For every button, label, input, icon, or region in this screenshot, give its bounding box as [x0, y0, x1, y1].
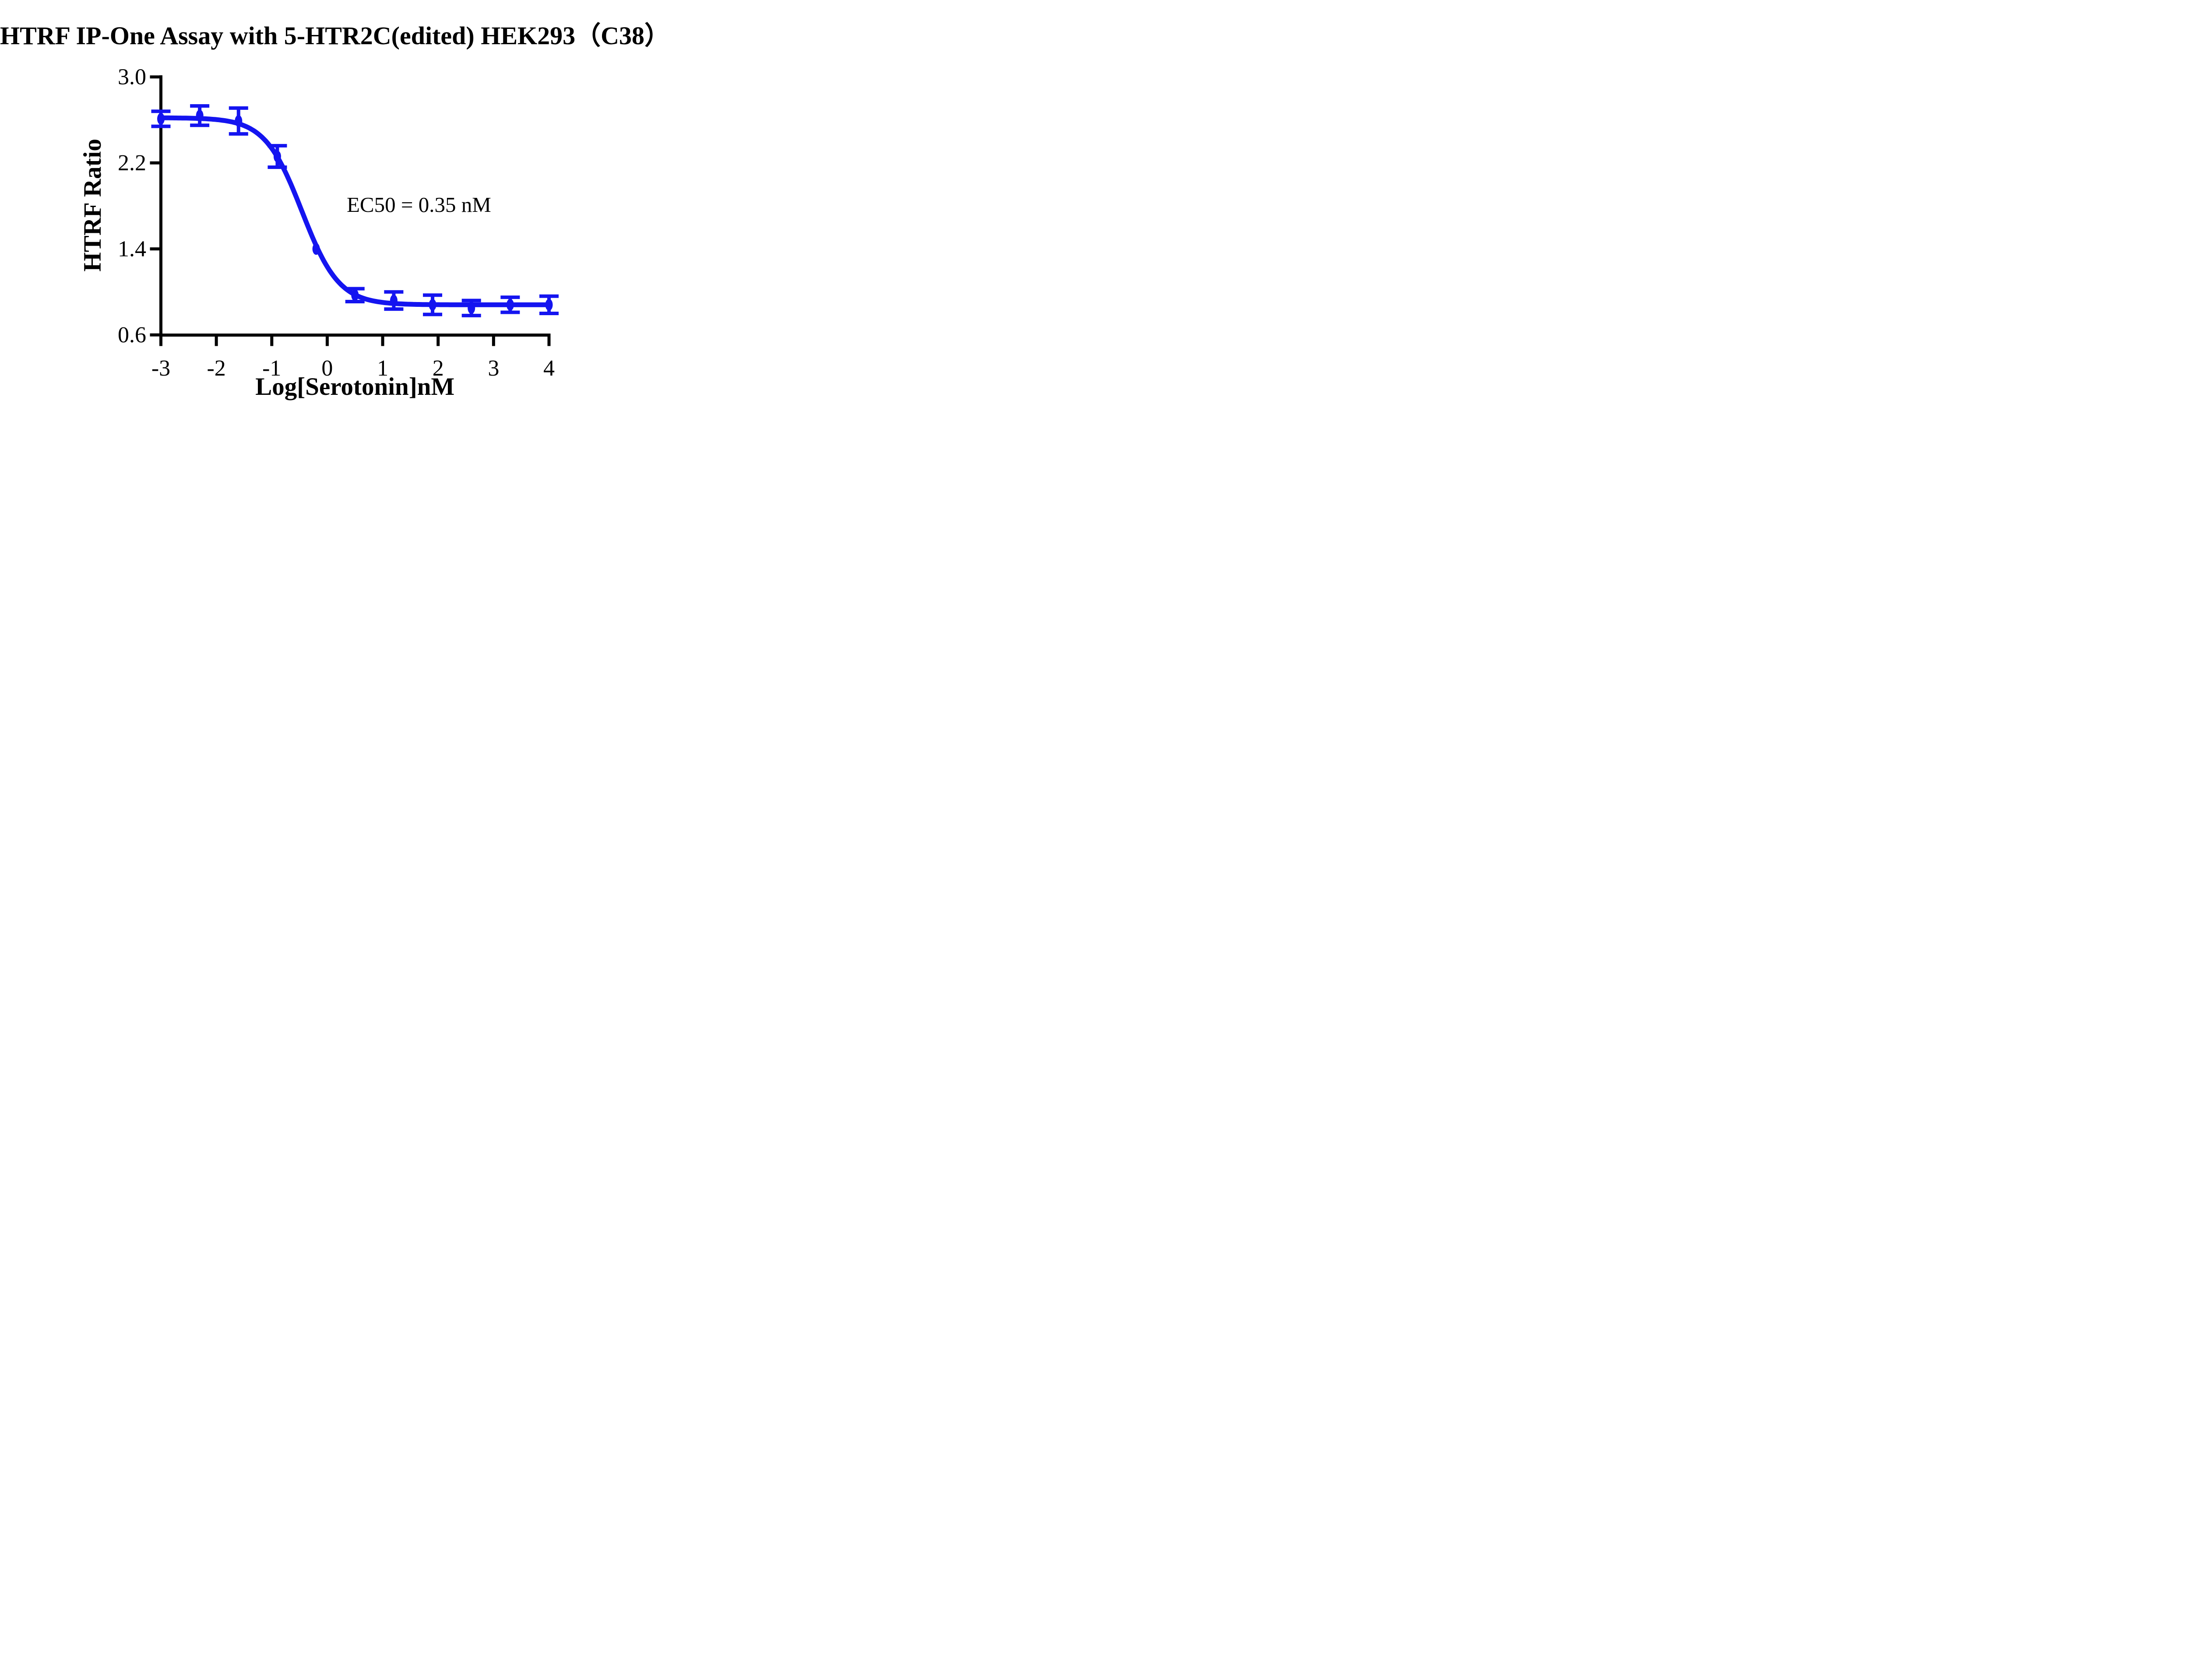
x-tick-label: 4	[543, 356, 555, 381]
data-point-marker	[351, 289, 359, 301]
data-point-marker	[468, 302, 475, 314]
x-tick-label: 1	[377, 356, 388, 381]
data-point-marker	[545, 299, 553, 311]
data-point-marker	[312, 243, 320, 255]
plot-area: 3.0 2.2 1.4 0.6-3 -2 -1 0 1 2 3 4 HTRF Ratio Log[Ser…	[79, 65, 559, 401]
y-axis-title: HTRF Ratio	[79, 139, 106, 271]
x-tick-label: 0	[321, 356, 333, 381]
chart-title: HTRF IP-One Assay with 5-HTR2C(edited) H…	[0, 21, 670, 50]
data-point-marker	[235, 115, 243, 127]
data-point-marker	[157, 112, 165, 125]
y-tick-label: 2.2	[118, 151, 146, 176]
x-tick-label: 2	[433, 356, 444, 381]
y-tick-label: 3.0	[118, 65, 146, 90]
x-axis-title: Log[Serotonin]nM	[255, 373, 454, 401]
y-tick-label: 1.4	[118, 237, 146, 262]
x-tick-label: 3	[488, 356, 499, 381]
y-tick-label: 0.6	[118, 323, 146, 348]
x-tick-label: -3	[151, 356, 170, 381]
ec50-annotation: EC50 = 0.35 nM	[347, 193, 491, 217]
data-point-marker	[506, 299, 514, 311]
figure: HTRF IP-One Assay with 5-HTR2C(edited) H…	[0, 0, 709, 420]
data-point-marker	[390, 294, 398, 306]
data-point-marker	[429, 299, 436, 311]
x-tick-label: -2	[207, 356, 225, 381]
data-point-marker	[196, 109, 204, 122]
x-tick-label: -1	[262, 356, 281, 381]
data-point-marker	[273, 150, 281, 162]
